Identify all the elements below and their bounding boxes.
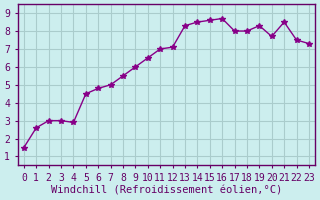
X-axis label: Windchill (Refroidissement éolien,°C): Windchill (Refroidissement éolien,°C) [51,186,282,196]
